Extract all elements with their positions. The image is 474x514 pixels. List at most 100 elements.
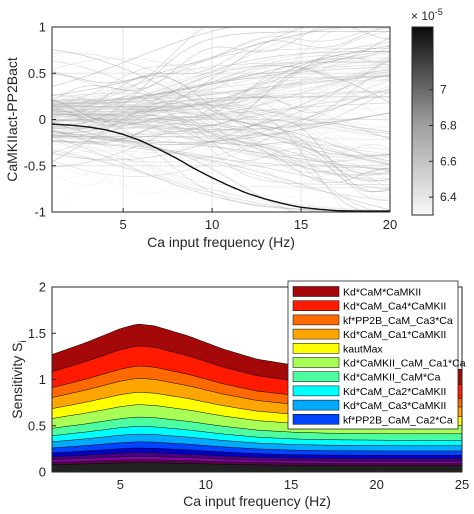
top-plot: 5 10 15 20 -1 -0.5 0 0.5 1 Ca input frequency (…	[4, 20, 397, 251]
top-sample-trace	[51, 31, 390, 128]
bottom-y-axis-label-sub: i	[18, 340, 29, 342]
bottom-plot: 5 10 15 20 25 0 0.5 1 1.5 2 Ca input frequency (…	[9, 280, 469, 510]
legend-label: Kd*CaMKII_CaM_Ca1*Ca	[343, 358, 466, 370]
colorbar: 6.4 6.6 6.8 7 × 10-5	[411, 7, 457, 216]
top-x-tick-label: 15	[294, 217, 308, 232]
legend-label: Kd*CaM_Ca1*CaMKII	[343, 329, 446, 341]
top-y-axis-label: CaMKIIact-PP2Bact	[4, 57, 20, 182]
top-sample-trace	[51, 140, 391, 211]
top-x-tick-label: 10	[205, 217, 219, 232]
colorbar-exponent-power: -5	[435, 7, 443, 17]
top-x-axis-label: Ca input frequency (Hz)	[147, 234, 295, 250]
top-sample-trace	[51, 60, 391, 129]
top-y-tick-label: -1	[34, 205, 46, 220]
legend-label: Kd*CaM*CaMKII	[343, 287, 421, 299]
top-sample-trace	[51, 107, 391, 155]
top-sample-trace	[51, 37, 391, 143]
colorbar-gradient	[411, 26, 434, 216]
top-sample-trace	[51, 59, 391, 105]
top-sample-trace	[51, 73, 391, 161]
bottom-y-tick-label: 0	[39, 465, 46, 480]
bottom-y-tick-label: 1.5	[28, 326, 46, 341]
top-sample-trace	[51, 111, 391, 130]
colorbar-tick-label: 6.8	[440, 118, 457, 132]
top-sample-trace	[51, 78, 391, 132]
legend-label: kf*PP2B_CaM_Ca3*Ca	[343, 315, 453, 327]
bottom-y-ticks: 0 0.5 1 1.5 2	[28, 280, 56, 480]
top-sample-trace	[51, 74, 391, 182]
top-y-tick-label: 1	[39, 20, 46, 35]
colorbar-exponent-base: × 10	[411, 9, 435, 23]
legend-swatch	[292, 357, 340, 368]
colorbar-tick-label: 6.6	[440, 154, 457, 168]
bottom-x-tick-label: 15	[284, 477, 298, 492]
top-sample-trace	[51, 26, 390, 97]
colorbar-exponent: × 10-5	[411, 7, 443, 23]
top-sample-trace	[51, 67, 391, 125]
top-sample-trace	[51, 96, 390, 135]
top-y-ticks: -1 -0.5 0 0.5 1	[24, 20, 56, 220]
top-x-tick-label: 20	[383, 217, 397, 232]
bottom-y-tick-label: 1	[39, 372, 46, 387]
top-sample-trace	[51, 85, 391, 163]
bottom-x-axis-label: Ca input frequency (Hz)	[183, 493, 331, 509]
legend-swatch	[292, 300, 340, 311]
legend-label: Kd*CaM_Ca3*CaMKII	[343, 400, 446, 412]
bottom-x-tick-label: 10	[199, 477, 213, 492]
legend-label: Kd*CaMKII_CaM*Ca	[343, 372, 441, 384]
bottom-y-tick-label: 2	[39, 280, 46, 295]
top-sample-trace	[52, 136, 390, 213]
top-sample-trace	[51, 71, 391, 111]
top-sample-trace	[51, 121, 390, 213]
bottom-x-tick-label: 25	[455, 477, 469, 492]
top-sample-trace	[52, 103, 391, 129]
legend-label: Kd*CaM_Ca4*CaMKII	[343, 301, 446, 313]
top-sample-trace	[52, 52, 391, 108]
legend-swatch	[292, 371, 340, 382]
top-sample-trace	[51, 100, 391, 193]
top-y-tick-label: 0.5	[28, 66, 46, 81]
top-sample-trace	[51, 77, 391, 186]
top-highlight-series	[51, 123, 390, 212]
legend-swatch	[292, 399, 340, 411]
colorbar-tick-label: 6.4	[440, 190, 457, 204]
top-sample-trace	[51, 70, 391, 208]
bottom-x-tick-label: 5	[117, 477, 124, 492]
top-sample-trace	[51, 148, 391, 212]
colorbar-tick-label: 7	[440, 83, 447, 97]
legend-swatch	[292, 414, 340, 425]
legend-label: kautMax	[343, 343, 383, 355]
top-sample-trace	[52, 79, 391, 111]
legend-swatch	[292, 286, 340, 297]
top-sample-trace	[52, 70, 391, 102]
top-x-tick-label: 5	[120, 217, 127, 232]
legend-label: kf*PP2B_CaM_Ca2*Ca	[343, 414, 453, 426]
top-sample-trace	[51, 88, 391, 145]
top-sample-trace	[51, 60, 391, 176]
legend-swatch	[292, 385, 340, 397]
legend-label: Kd*CaM_Ca2*CaMKII	[343, 386, 446, 398]
top-sample-trace	[51, 62, 390, 108]
top-y-tick-label: -0.5	[24, 158, 46, 173]
legend: Kd*CaM*CaMKII Kd*CaM_Ca4*CaMKII kf*PP2B_Ca…	[287, 280, 466, 430]
top-sample-trace	[51, 91, 391, 140]
top-sample-trace	[51, 137, 391, 211]
top-x-ticks: 5 10 15 20	[120, 208, 397, 232]
bottom-y-axis-label-main: Sensitivity S	[9, 342, 25, 418]
legend-swatch	[292, 314, 340, 326]
top-sample-trace	[51, 75, 391, 115]
colorbar-ticks: 6.4 6.6 6.8 7	[429, 83, 457, 204]
legend-swatch	[292, 328, 340, 340]
top-sample-trace	[51, 83, 391, 182]
bottom-x-ticks: 5 10 15 20 25	[117, 468, 469, 492]
bottom-plot-layers	[51, 323, 463, 473]
top-sample-trace	[51, 37, 391, 109]
bottom-y-axis-label: Sensitivity Si	[9, 340, 29, 418]
top-sample-trace	[51, 120, 391, 176]
top-y-tick-label: 0	[39, 112, 46, 127]
top-sample-trace	[51, 143, 391, 198]
top-sample-trace	[52, 60, 390, 121]
top-sample-trace	[51, 109, 391, 138]
bottom-y-tick-label: 0.5	[28, 418, 46, 433]
